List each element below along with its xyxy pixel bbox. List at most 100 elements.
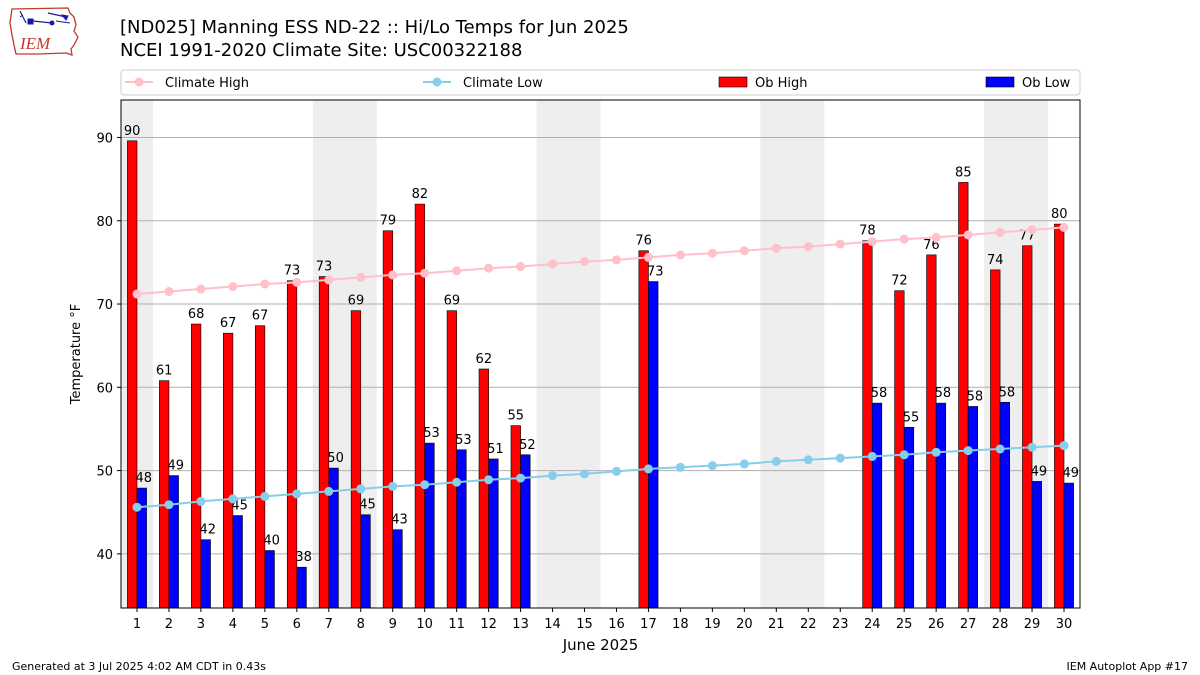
ob-high-bar xyxy=(1022,245,1033,609)
ob-high-label: 72 xyxy=(891,274,908,289)
ob-low-label: 49 xyxy=(167,459,184,474)
climate-low-point xyxy=(420,480,430,490)
ob-low-bar xyxy=(424,442,435,609)
climate-high-point xyxy=(484,263,494,273)
ob-high-bar xyxy=(350,310,362,609)
x-tick-label: 27 xyxy=(960,617,977,632)
ob-low-bar xyxy=(264,550,275,609)
ob-high-bar xyxy=(1054,223,1065,609)
y-tick-label: 70 xyxy=(96,298,113,313)
ob-high-bar xyxy=(318,276,330,609)
x-tick-label: 7 xyxy=(325,617,333,632)
climate-high-point xyxy=(867,237,877,247)
climate-high-point xyxy=(164,287,174,297)
legend: Climate High Climate Low Ob High Ob Low xyxy=(120,69,1081,96)
y-axis-label: Temperature °F xyxy=(69,304,84,405)
climate-high-point xyxy=(963,230,973,240)
climate-high-point xyxy=(803,242,813,252)
climate-low-point xyxy=(899,450,909,460)
chart-title: [ND025] Manning ESS ND-22 :: Hi/Lo Temps… xyxy=(120,17,629,38)
climate-low-legend-marker xyxy=(432,77,442,87)
ob-low-label: 49 xyxy=(1031,464,1048,479)
climate-low-point xyxy=(867,451,877,461)
y-tick-label: 40 xyxy=(96,548,113,563)
x-tick-label: 26 xyxy=(928,617,945,632)
climate-low-point xyxy=(771,456,781,466)
ob-high-label: 62 xyxy=(476,352,493,367)
ob-low-label: 38 xyxy=(295,550,312,565)
climate-low-point xyxy=(707,461,717,471)
climate-low-point xyxy=(516,473,526,483)
climate-high-point xyxy=(388,270,398,280)
climate-low-point xyxy=(643,464,653,474)
climate-high-point xyxy=(452,266,462,276)
ob-low-bar xyxy=(648,281,659,609)
ob-high-legend-swatch xyxy=(718,76,748,88)
ob-low-bar xyxy=(392,529,403,609)
ob-low-label: 49 xyxy=(1063,466,1080,481)
ob-low-label: 45 xyxy=(359,498,376,513)
climate-low-point xyxy=(164,500,174,510)
ob-high-label: 61 xyxy=(156,364,173,379)
climate-low-point xyxy=(292,489,302,499)
climate-high-point xyxy=(132,289,142,299)
x-axis-label: June 2025 xyxy=(562,636,639,654)
plot-frame xyxy=(120,99,1081,609)
climate-high-legend-marker xyxy=(134,77,144,87)
climate-low-point xyxy=(548,471,558,481)
climate-high-point xyxy=(707,248,717,258)
climate-low-point xyxy=(963,446,973,456)
x-tick-label: 30 xyxy=(1056,617,1073,632)
ob-low-label: 53 xyxy=(423,426,440,441)
ob-low-label: 58 xyxy=(967,389,984,404)
x-tick-label: 2 xyxy=(165,617,173,632)
ob-low-bar xyxy=(967,406,979,609)
ob-high-bar xyxy=(990,269,1001,609)
ob-low-bar xyxy=(296,566,307,609)
ob-high-bar xyxy=(127,140,138,609)
ob-high-bar xyxy=(862,240,873,609)
climate-low-point xyxy=(835,453,845,463)
climate-high-point xyxy=(899,234,909,244)
x-tick-label: 15 xyxy=(576,617,593,632)
ob-high-label: 69 xyxy=(444,294,461,309)
generated-timestamp: Generated at 3 Jul 2025 4:02 AM CDT in 0… xyxy=(12,660,266,673)
x-tick-label: 22 xyxy=(800,617,817,632)
climate-low-legend-label: Climate Low xyxy=(463,76,543,91)
climate-low-point xyxy=(580,469,590,479)
climate-low-point xyxy=(196,496,206,506)
x-tick-label: 10 xyxy=(416,617,433,632)
weekend-shade xyxy=(568,100,601,608)
ob-high-label: 90 xyxy=(124,124,141,139)
ob-low-label: 58 xyxy=(871,386,888,401)
ob-high-label: 69 xyxy=(348,294,365,309)
ob-high-label: 82 xyxy=(412,187,429,202)
ob-high-label: 55 xyxy=(508,409,525,424)
climate-high-point xyxy=(196,284,206,294)
ob-low-label: 48 xyxy=(136,471,153,486)
ob-high-bar xyxy=(414,203,425,609)
x-tick-label: 23 xyxy=(832,617,849,632)
climate-high-point xyxy=(516,262,526,272)
y-tick-label: 60 xyxy=(96,381,113,396)
climate-low-point xyxy=(611,466,621,476)
chart-subtitle: NCEI 1991-2020 Climate Site: USC00322188 xyxy=(120,40,523,61)
ob-high-label: 85 xyxy=(955,165,972,180)
x-tick-label: 12 xyxy=(480,617,497,632)
climate-high-point xyxy=(675,250,685,260)
ob-low-bar xyxy=(360,514,371,609)
iowa-state-outline-icon xyxy=(9,7,79,56)
x-tick-label: 28 xyxy=(992,617,1009,632)
ob-low-label: 52 xyxy=(519,438,536,453)
ob-high-bar xyxy=(159,380,170,609)
climate-low-point xyxy=(324,486,334,496)
ob-low-label: 55 xyxy=(903,410,920,425)
ob-high-bar xyxy=(191,323,202,609)
climate-high-point xyxy=(260,279,270,289)
ob-high-label: 78 xyxy=(859,224,876,239)
ob-high-bar xyxy=(478,368,489,609)
ob-low-bar xyxy=(168,475,179,609)
x-tick-label: 8 xyxy=(357,617,365,632)
climate-low-point xyxy=(484,475,494,485)
